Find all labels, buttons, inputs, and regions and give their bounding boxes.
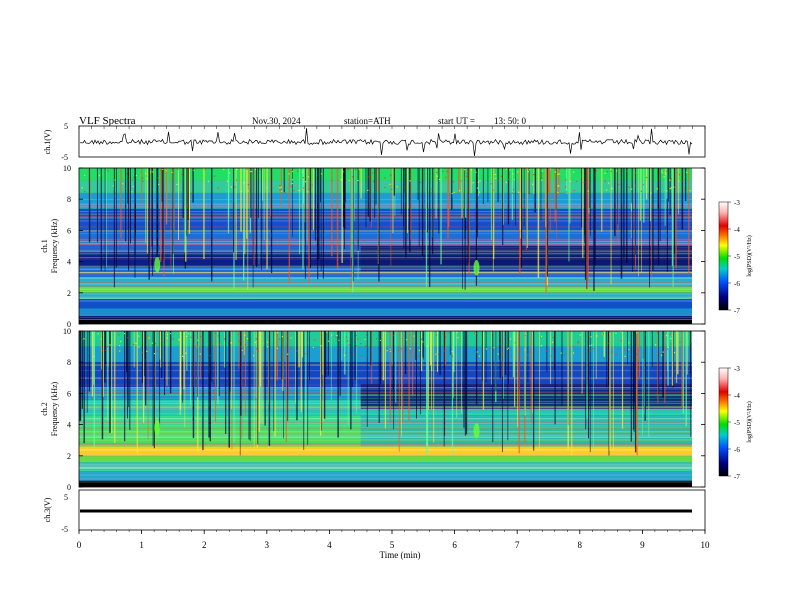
ch3-ytick-top: 5	[64, 493, 68, 502]
date-label: Nov.30, 2024	[252, 116, 301, 126]
xtick-label: 8	[578, 540, 583, 550]
colorbar-tick-label: -6	[734, 280, 740, 288]
xtick-label: 3	[265, 540, 270, 550]
xtick-label: 0	[77, 540, 82, 550]
figure-title: VLF Spectra	[79, 115, 136, 127]
ch2-colorbar-label: log(PSD)(V²/Hz)	[746, 401, 753, 442]
start-ut-label: start UT =	[438, 116, 475, 126]
xtick-label: 10	[701, 540, 711, 550]
colorbar-tick-label: -7	[734, 307, 740, 315]
time-axis: 0 1 2 3 4 5 6 7 8 9 10	[77, 126, 710, 550]
xtick-label: 2	[202, 540, 207, 550]
xtick-label: 7	[515, 540, 520, 550]
ch1-spec-ylabel-channel: ch.1	[40, 239, 49, 253]
ch1-frame	[78, 125, 706, 158]
ch2-colorbar: -3 -4 -5 -6 -7 log(PSD)(V²/Hz)	[718, 365, 753, 481]
ch1-ytick-bottom: -5	[61, 153, 68, 162]
ch2-colorbar-ticks: -3 -4 -5 -6 -7	[728, 365, 740, 481]
ytick-label: 10	[63, 164, 71, 173]
colorbar-tick-label: -3	[734, 365, 740, 373]
ytick-label: 8	[67, 358, 71, 367]
xtick-label: 9	[640, 540, 645, 550]
colorbar-tick-label: -4	[734, 226, 740, 234]
station-label: station=ATH	[344, 116, 391, 126]
ytick-label: 6	[67, 226, 71, 235]
ch2-spectrogram-panel: 10 8 6 4 2 0 ch.2 Frequency (kHz)	[40, 327, 706, 492]
xtick-label: 1	[139, 540, 144, 550]
ytick-label: 2	[67, 452, 71, 461]
ch2-spec-yticks: 10 8 6 4 2 0	[63, 327, 705, 492]
colorbar-tick-label: -3	[734, 199, 740, 207]
ytick-label: 6	[67, 389, 71, 398]
colorbar-tick-label: -4	[734, 392, 740, 400]
ch2-spec-ylabel-channel: ch.2	[40, 402, 49, 416]
start-time-label: 13: 50: 0	[494, 116, 527, 126]
ch1-colorbar: -3 -4 -5 -6 -7 log(PSD)(V²/Hz)	[718, 199, 753, 315]
ch1-colorbar-label: log(PSD)(V²/Hz)	[746, 235, 753, 276]
ytick-label: 4	[67, 258, 71, 267]
ytick-label: 4	[67, 421, 71, 430]
xtick-label: 6	[452, 540, 457, 550]
ch1-ylabel: ch.1(V)	[43, 129, 52, 154]
ch2-spectrogram-image	[79, 331, 705, 487]
ytick-label: 0	[67, 483, 71, 492]
ytick-label: 0	[67, 320, 71, 329]
ch1-ytick-top: 5	[64, 122, 68, 131]
ch1-spectrogram-panel: 10 8 6 4 2 0 ch.1 Frequency (kHz)	[40, 164, 706, 329]
ch3-ytick-bottom: -5	[61, 525, 68, 534]
ch3-ylabel: ch.3(V)	[43, 497, 52, 522]
ch1-colorbar-gradient	[718, 201, 729, 311]
colorbar-tick-label: -5	[734, 253, 740, 261]
ch2-spec-ylabel-frequency: Frequency (kHz)	[50, 381, 59, 436]
ytick-label: 2	[67, 289, 71, 298]
xtick-label: 4	[327, 540, 332, 550]
colorbar-tick-label: -6	[734, 446, 740, 454]
colorbar-tick-label: -7	[734, 473, 740, 481]
ytick-label: 8	[67, 195, 71, 204]
colorbar-tick-label: -5	[734, 419, 740, 427]
ch3-panel: 5 -5 ch.3(V)	[43, 489, 706, 534]
ch1-panel: 5 -5 ch.1(V)	[43, 122, 706, 162]
ch1-spec-frame	[78, 167, 706, 325]
ch1-spectrogram-image	[79, 168, 705, 324]
xtick-label: 5	[390, 540, 395, 550]
x-axis-label: Time (min)	[380, 550, 421, 560]
ch1-waveform	[79, 128, 693, 157]
ch2-colorbar-gradient	[718, 367, 729, 477]
ch2-spec-frame	[78, 330, 706, 488]
ytick-label: 10	[63, 327, 71, 336]
ch1-spec-yticks: 10 8 6 4 2 0	[63, 164, 705, 329]
ch1-colorbar-ticks: -3 -4 -5 -6 -7	[728, 199, 740, 315]
ch1-spec-ylabel-frequency: Frequency (kHz)	[50, 218, 59, 273]
